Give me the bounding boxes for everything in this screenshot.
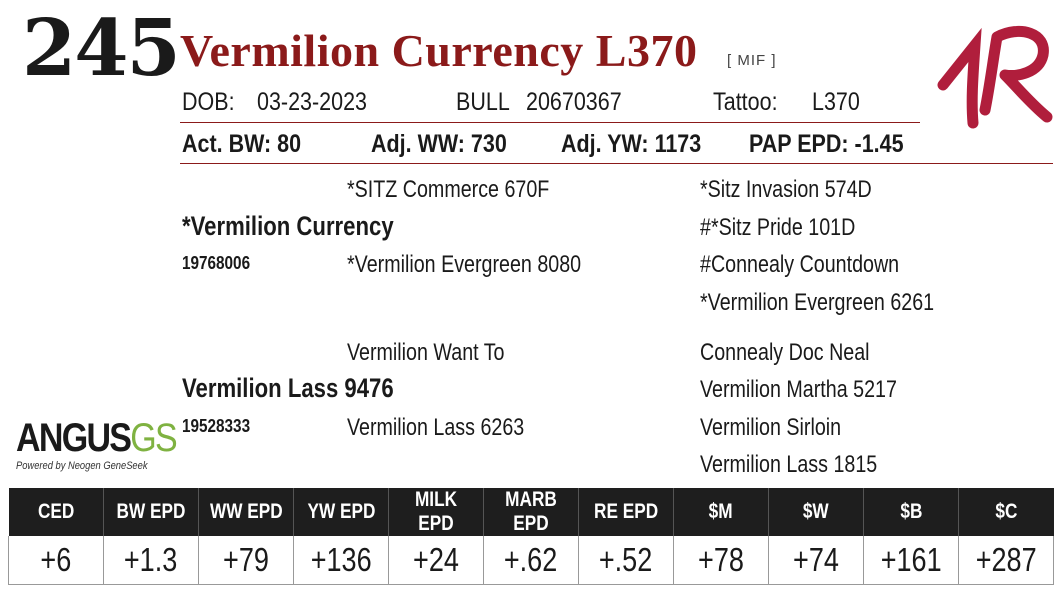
dob-label: DOB: <box>182 88 235 116</box>
angus-gs-logo: ANGUSGS Powered by Neogen GeneSeek <box>16 418 204 472</box>
epd-header-b: $B <box>863 488 959 536</box>
angus-tagline: Powered by Neogen GeneSeek <box>16 460 148 472</box>
epd-value-milk: +24 <box>388 536 484 585</box>
epd-value-w: +74 <box>768 536 864 585</box>
animal-name: Vermilion Currency L370 <box>180 25 698 76</box>
epd-header-bw: BW EPD <box>103 488 199 536</box>
epd-header-ced: CED <box>8 488 104 536</box>
dam-dam-sire: Vermilion Sirloin <box>700 414 842 441</box>
tattoo-value: L370 <box>812 88 860 116</box>
adj-ww: Adj. WW: 730 <box>371 130 507 158</box>
epd-value-yw: +136 <box>293 536 389 585</box>
sire-dam-dam: *Vermilion Evergreen 6261 <box>700 289 935 316</box>
dam-dam-dam: Vermilion Lass 1815 <box>700 451 878 478</box>
dob-value: 03-23-2023 <box>257 88 367 116</box>
epd-header-milk: MILK EPD <box>388 488 484 536</box>
adj-yw: Adj. YW: 1173 <box>561 130 702 158</box>
epd-value-row: +6 +1.3 +79 +136 +24 +.62 +.52 +78 +74 +… <box>8 536 1054 585</box>
sire-sire-dam: #*Sitz Pride 101D <box>700 214 856 241</box>
epd-header-re: RE EPD <box>578 488 674 536</box>
dam-name: Vermilion Lass 9476 <box>182 373 394 403</box>
epd-value-m: +78 <box>673 536 769 585</box>
sire-dam: *Vermilion Evergreen 8080 <box>347 251 582 278</box>
epd-value-ced: +6 <box>8 536 104 585</box>
epd-value-bw: +1.3 <box>103 536 199 585</box>
dam-registration: 19528333 <box>182 416 251 436</box>
epd-header-m: $M <box>673 488 769 536</box>
epd-value-c: +287 <box>958 536 1054 585</box>
epd-value-b: +161 <box>863 536 959 585</box>
epd-header-row: CED BW EPD WW EPD YW EPD MILK EPD MARB E… <box>8 488 1054 536</box>
epd-header-yw: YW EPD <box>293 488 389 536</box>
angus-word: ANGUS <box>16 416 132 460</box>
tattoo-label: Tattoo: <box>713 88 778 116</box>
act-bw: Act. BW: 80 <box>182 130 302 158</box>
epd-value-ww: +79 <box>198 536 294 585</box>
sire-dam-sire: #Connealy Countdown <box>700 251 900 278</box>
pap-epd: PAP EPD: -1.45 <box>749 130 904 158</box>
divider-1 <box>180 122 920 123</box>
dam-dam: Vermilion Lass 6263 <box>347 414 525 441</box>
epd-header-c: $C <box>958 488 1054 536</box>
lot-number: 245 <box>22 3 181 94</box>
sire-registration: 19768006 <box>182 253 251 273</box>
epd-header-marb: MARB EPD <box>483 488 579 536</box>
dam-sire: Vermilion Want To <box>347 339 505 366</box>
sire-name: *Vermilion Currency <box>182 211 394 241</box>
sire-sire: *SITZ Commerce 670F <box>347 176 550 203</box>
epd-value-re: +.52 <box>578 536 674 585</box>
epd-header-ww: WW EPD <box>198 488 294 536</box>
registration-number: 20670367 <box>526 88 622 116</box>
dam-sire-dam: Vermilion Martha 5217 <box>700 376 897 403</box>
divider-2 <box>180 163 1053 164</box>
sex-value: BULL <box>456 88 510 116</box>
dam-sire-sire: Connealy Doc Neal <box>700 339 870 366</box>
angus-gs-mark: GS <box>130 416 177 460</box>
epd-table: CED BW EPD WW EPD YW EPD MILK EPD MARB E… <box>8 488 1054 585</box>
brand-mark-logo <box>937 25 1053 129</box>
epd-value-marb: +.62 <box>483 536 579 585</box>
sire-sire-sire: *Sitz Invasion 574D <box>700 176 872 203</box>
animal-tag: [ MIF ] <box>727 52 777 69</box>
epd-header-w: $W <box>768 488 864 536</box>
